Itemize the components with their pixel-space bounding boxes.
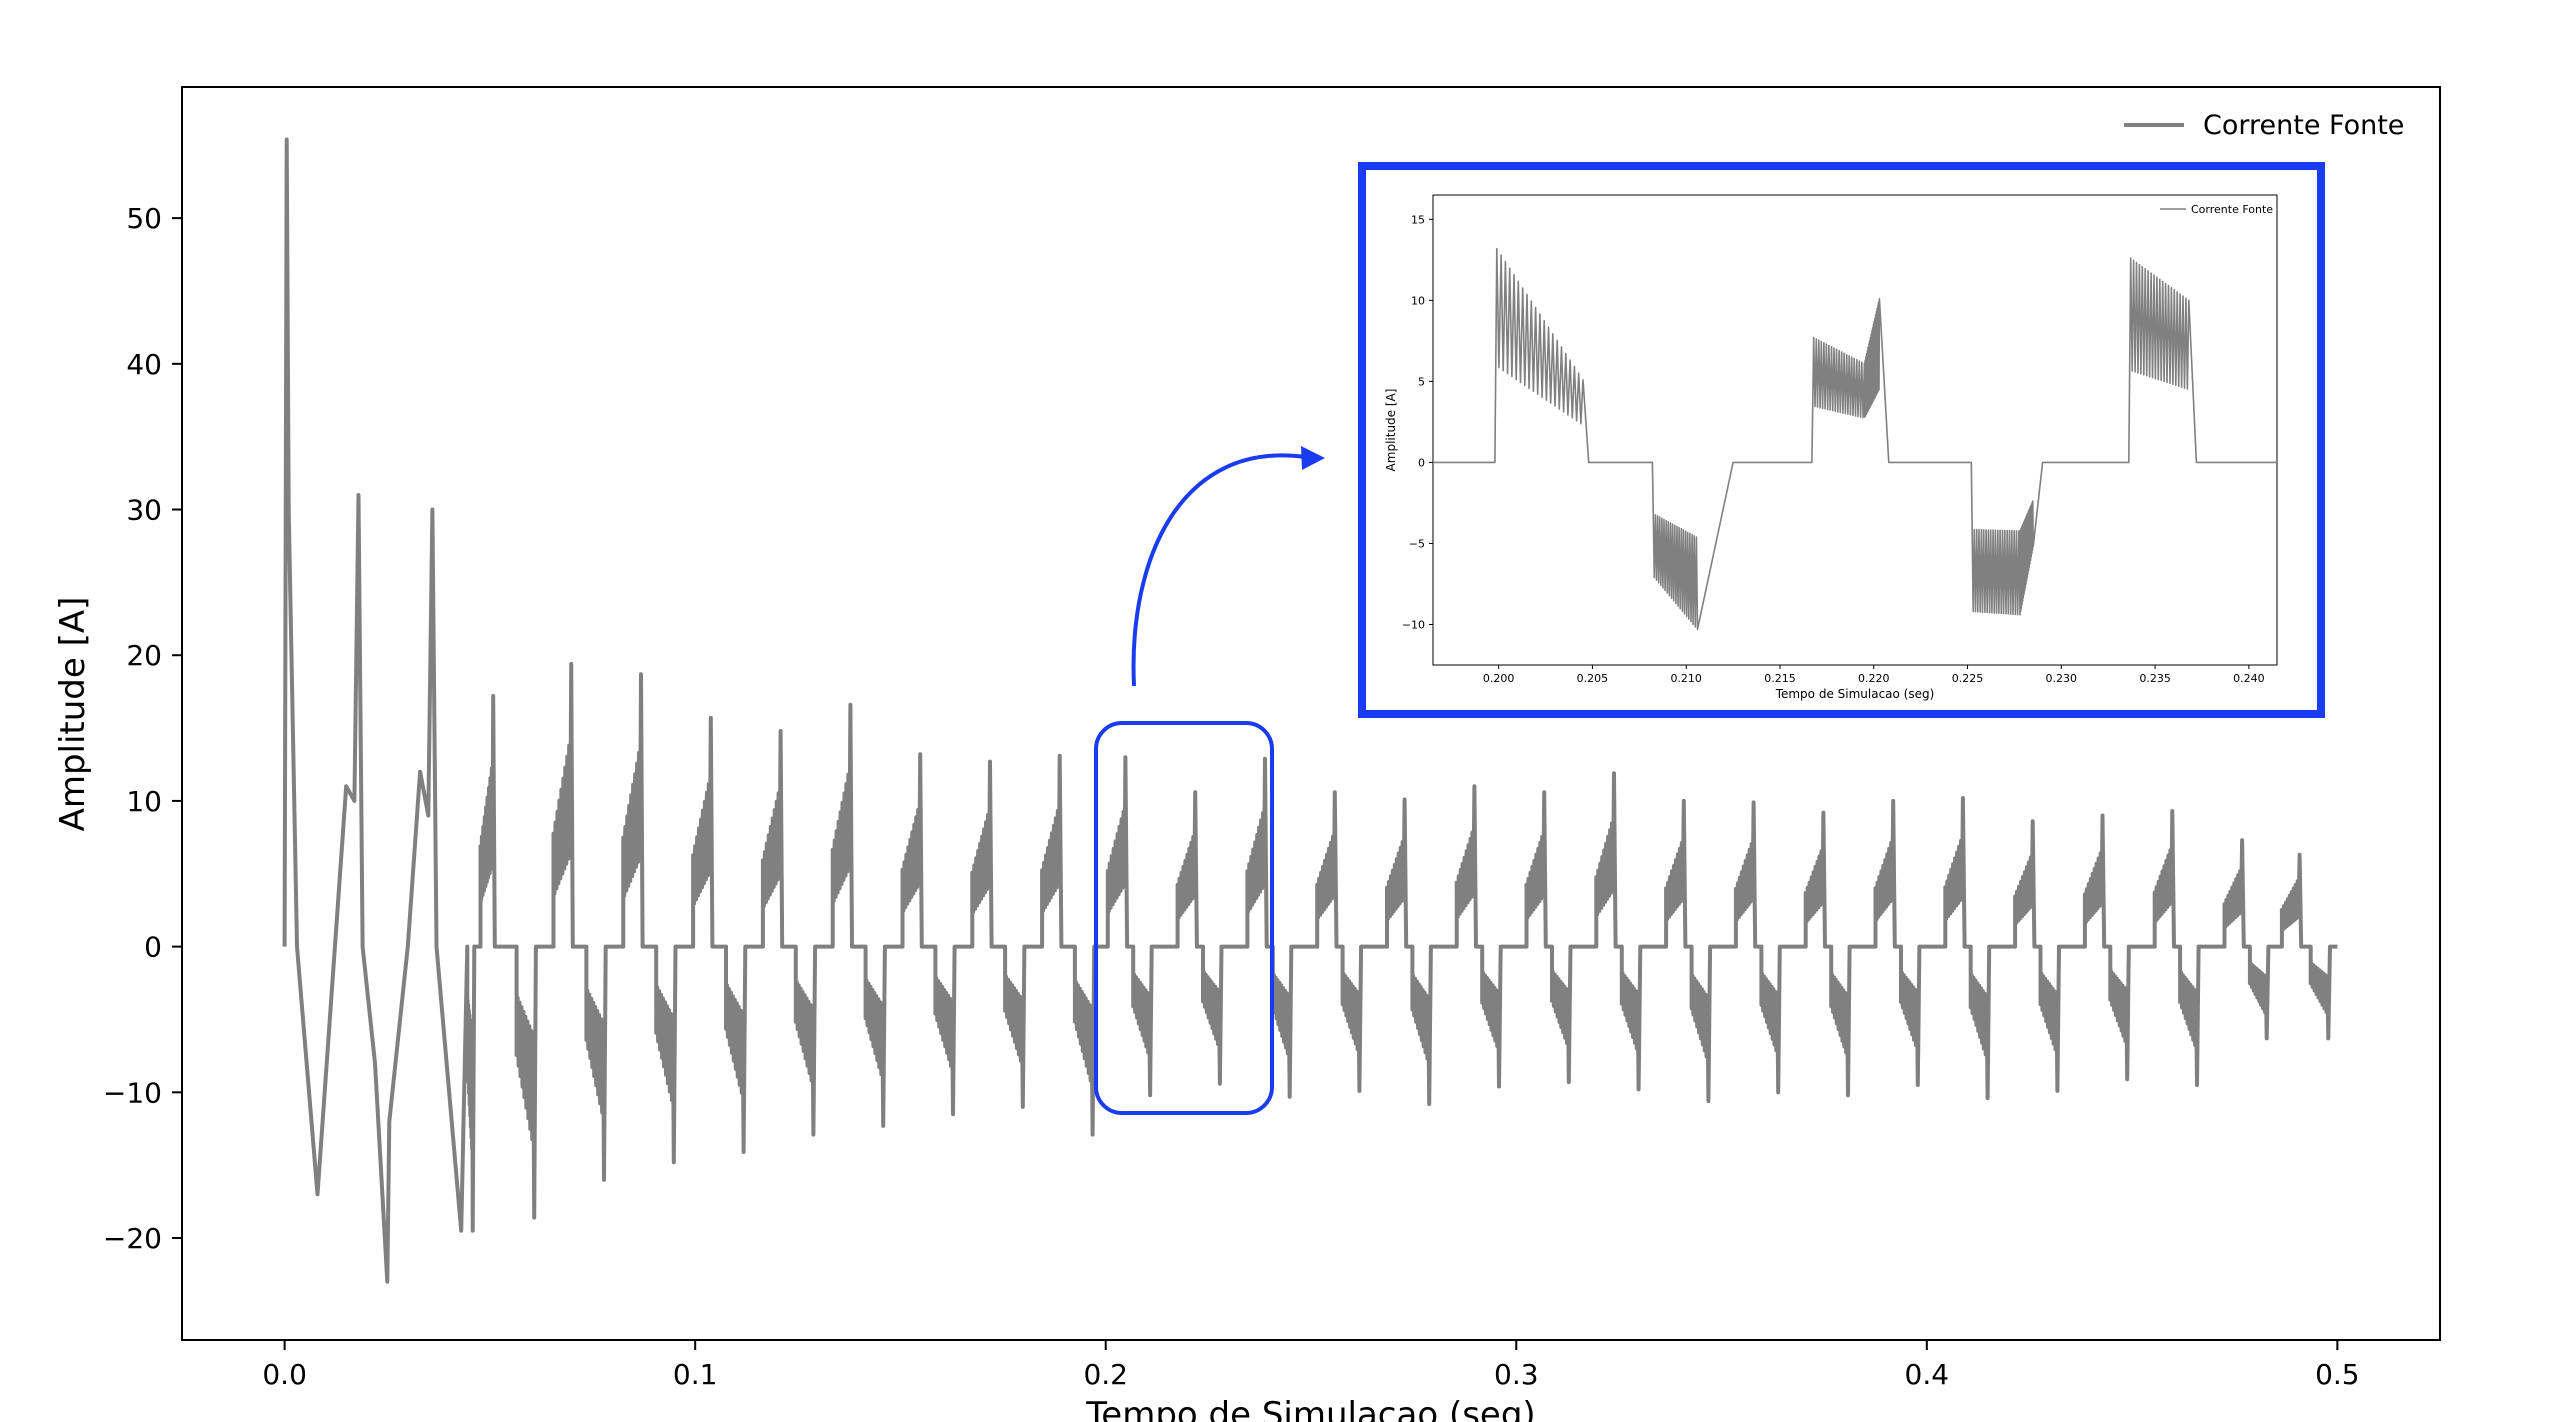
x-tick-label: 0.2	[1083, 1358, 1128, 1391]
inset-x-tick-label: 0.230	[2046, 672, 2078, 685]
y-tick-label: 40	[126, 348, 162, 381]
inset-y-tick-label: 15	[1411, 213, 1425, 226]
inset-y-tick-label: 5	[1418, 375, 1425, 388]
inset-y-tick-label: −5	[1409, 537, 1425, 550]
y-tick-label: 20	[126, 639, 162, 672]
x-axis-label: Tempo de Simulacao (seg)	[1085, 1395, 1535, 1422]
inset-y-tick-label: −10	[1402, 618, 1425, 631]
inset-x-tick-label: 0.235	[2139, 672, 2171, 685]
inset-y-axis-ticks: −10 −5 0 5 10 15	[1402, 213, 1433, 631]
inset-y-tick-label: 0	[1418, 456, 1425, 469]
inset-y-tick-label: 10	[1411, 294, 1425, 307]
inset-legend-label: Corrente Fonte	[2191, 203, 2273, 216]
x-axis-ticks: 0.0 0.1 0.2 0.3 0.4 0.5	[262, 1340, 2360, 1391]
plot-frame	[181, 86, 2441, 1341]
inset-x-tick-label: 0.205	[1577, 672, 1609, 685]
inset-x-tick-label: 0.220	[1858, 672, 1890, 685]
legend: Corrente Fonte	[2124, 110, 2404, 141]
x-tick-label: 0.5	[2315, 1358, 2360, 1391]
inset-plot-frame	[1432, 194, 2278, 666]
x-tick-label: 0.4	[1905, 1358, 1950, 1391]
zoom-inset: 0.200 0.205 0.210 0.215 0.220 0.225 0.230 0.235…	[1358, 162, 2325, 718]
series-line-corrente-fonte	[282, 137, 2338, 1284]
inset-x-axis-label: Tempo de Simulacao (seg)	[1775, 687, 1935, 701]
inset-x-tick-label: 0.200	[1483, 672, 1515, 685]
y-tick-label: 0	[144, 931, 162, 964]
inset-x-tick-label: 0.215	[1764, 672, 1796, 685]
inset-x-tick-label: 0.210	[1670, 672, 1702, 685]
x-tick-label: 0.3	[1494, 1358, 1539, 1391]
inset-y-axis-label: Amplitude [A]	[1384, 389, 1398, 472]
y-tick-label: 10	[126, 785, 162, 818]
y-tick-label: −20	[103, 1222, 162, 1255]
inset-legend: Corrente Fonte	[2160, 203, 2273, 216]
y-tick-label: 30	[126, 494, 162, 527]
inset-border	[1358, 162, 2325, 718]
x-tick-label: 0.0	[262, 1358, 307, 1391]
x-tick-label: 0.1	[673, 1358, 718, 1391]
y-tick-label: 50	[126, 202, 162, 235]
annotation-arrow	[1131, 453, 1306, 687]
inset-x-tick-label: 0.240	[2233, 672, 2265, 685]
legend-label: Corrente Fonte	[2203, 110, 2404, 141]
inset-x-axis-ticks: 0.200 0.205 0.210 0.215 0.220 0.225 0.230 0.235…	[1483, 665, 2265, 685]
inset-series-line	[1433, 247, 2277, 631]
y-axis-label: Amplitude [A]	[53, 597, 93, 832]
inset-x-tick-label: 0.225	[1952, 672, 1984, 685]
annotation-arrowhead	[1301, 446, 1325, 470]
y-axis-ticks: −20 −10 0 10 20 30 40 50	[103, 202, 182, 1255]
y-tick-label: −10	[103, 1076, 162, 1109]
highlight-region-box	[1094, 721, 1274, 1115]
